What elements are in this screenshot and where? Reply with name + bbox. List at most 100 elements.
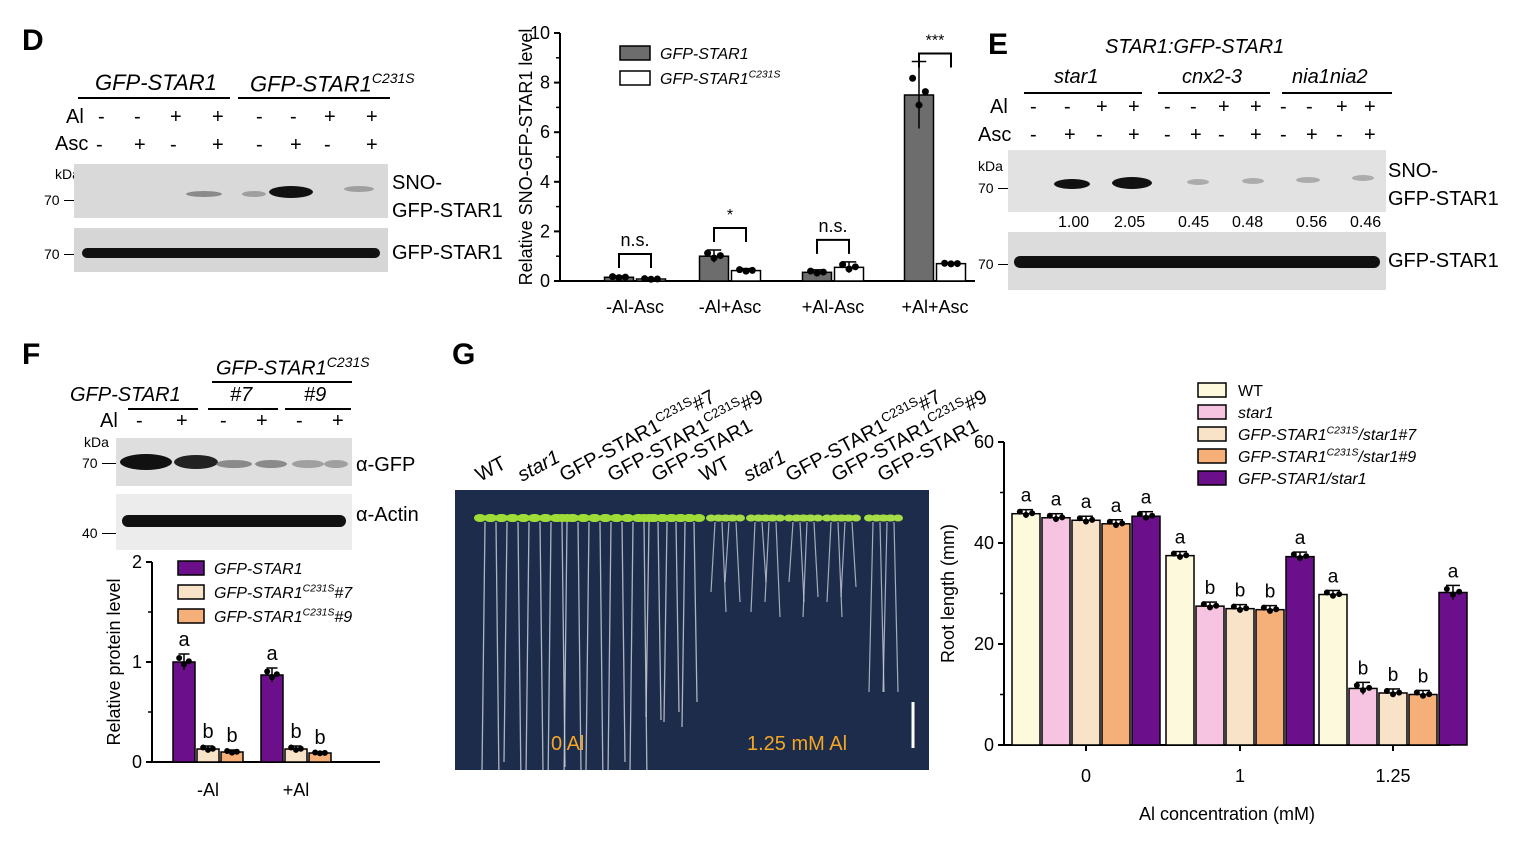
data-point xyxy=(1230,603,1237,610)
f-group2-label: GFP-STAR1C231S xyxy=(216,354,370,380)
legend-swatch xyxy=(177,560,205,576)
data-point xyxy=(1443,585,1450,592)
e-asc-sign: + xyxy=(1364,124,1376,146)
data-point xyxy=(1076,515,1083,522)
e-al-sign: - xyxy=(1030,96,1037,118)
significance-letter: b xyxy=(1388,665,1399,686)
bar xyxy=(1195,605,1225,746)
data-point xyxy=(1177,553,1183,560)
leaf xyxy=(540,514,552,522)
root xyxy=(840,521,846,598)
data-point xyxy=(807,267,815,275)
data-point xyxy=(264,668,271,675)
d-asc-sign: - xyxy=(324,134,331,156)
d-asc-sign: + xyxy=(134,134,146,156)
root xyxy=(539,521,544,773)
significance-letter: a xyxy=(1328,566,1339,587)
e-al-sign: + xyxy=(1336,96,1348,118)
f-line-a xyxy=(128,408,198,410)
e-asc-sign: - xyxy=(1218,124,1225,146)
panel-letter-e: E xyxy=(988,28,1009,61)
e-genotype-1: star1 xyxy=(1054,66,1099,88)
data-point xyxy=(205,746,211,753)
f-marker-tick-b xyxy=(102,533,116,534)
root xyxy=(851,521,857,588)
root xyxy=(663,521,668,723)
data-point xyxy=(1396,689,1403,696)
data-point xyxy=(317,750,323,757)
significance-letter: a xyxy=(178,629,190,651)
data-point xyxy=(653,275,661,283)
data-point xyxy=(1119,520,1126,527)
significance-label: n.s. xyxy=(818,216,847,236)
x-tick-label: 1.25 xyxy=(1375,766,1410,786)
leaf xyxy=(693,514,705,522)
y-tick-label: 8 xyxy=(540,73,550,93)
e-geno-line-2 xyxy=(1158,92,1270,94)
leaf xyxy=(556,514,568,522)
f-al-sign: - xyxy=(136,410,143,432)
data-point xyxy=(647,275,655,283)
e-al-sign: - xyxy=(1164,96,1171,118)
leaf xyxy=(784,514,794,522)
g-chart: 0 20 40 60 Root length (mm) Al concentration … xyxy=(938,382,1468,824)
d-al-sign: - xyxy=(290,106,297,128)
data-point xyxy=(641,275,649,283)
legend-label: GFP-STAR1C231S#9 xyxy=(214,608,352,626)
data-point xyxy=(716,252,724,260)
e-al-sign: + xyxy=(1128,96,1140,118)
x-tick-label: 0 xyxy=(1081,766,1091,786)
root xyxy=(868,521,874,693)
significance-label: * xyxy=(727,207,733,224)
leaf xyxy=(893,514,903,522)
legend-swatch xyxy=(1197,382,1227,398)
data-point xyxy=(1383,687,1390,694)
data-point xyxy=(839,261,847,269)
f-al-sign: + xyxy=(332,410,344,432)
data-point xyxy=(233,748,240,755)
e-al-sign: - xyxy=(1190,96,1197,118)
f-al-sign: - xyxy=(220,410,227,432)
e-blot-total xyxy=(1008,232,1386,290)
root xyxy=(710,521,716,593)
leaf xyxy=(529,514,541,522)
e-genotype-3: nia1nia2 xyxy=(1292,66,1368,88)
leaf xyxy=(727,514,737,522)
leaf xyxy=(851,514,861,522)
data-point xyxy=(1353,682,1360,689)
legend-swatch xyxy=(177,584,205,600)
e-al-sign: + xyxy=(1364,96,1376,118)
data-point xyxy=(1366,684,1373,691)
significance-bracket xyxy=(713,227,747,242)
y-tick-label: 0 xyxy=(540,271,550,291)
data-point xyxy=(909,74,917,82)
y-tick-label: 6 xyxy=(540,122,550,142)
d-group2-label: GFP-STAR1C231S xyxy=(250,70,415,97)
leaf xyxy=(656,514,668,522)
data-point xyxy=(813,269,821,277)
legend-swatch xyxy=(1197,404,1227,420)
data-point xyxy=(297,745,304,752)
x-tick-label: 1 xyxy=(1235,766,1245,786)
legend-swatch xyxy=(619,45,651,61)
root xyxy=(629,521,634,773)
leaf xyxy=(589,514,601,522)
d-al-sign: + xyxy=(324,106,336,128)
y-tick-label: 60 xyxy=(974,432,994,452)
root xyxy=(837,521,843,618)
root xyxy=(621,521,626,763)
root xyxy=(761,521,767,583)
bar xyxy=(1225,607,1255,746)
significance-letter: b xyxy=(290,721,301,743)
e-asc-sign: + xyxy=(1190,124,1202,146)
data-point xyxy=(1016,508,1023,515)
f-blot-actin xyxy=(116,494,352,550)
bar xyxy=(172,661,196,763)
legend-label: GFP-STAR1C231S#7 xyxy=(214,584,353,602)
d-al-sign: + xyxy=(212,106,224,128)
e-blot2-label: GFP-STAR1 xyxy=(1388,250,1499,272)
e-genotype-2: cnx2-3 xyxy=(1182,66,1243,88)
root xyxy=(585,521,590,771)
bar xyxy=(1165,554,1195,746)
data-point xyxy=(947,260,955,268)
